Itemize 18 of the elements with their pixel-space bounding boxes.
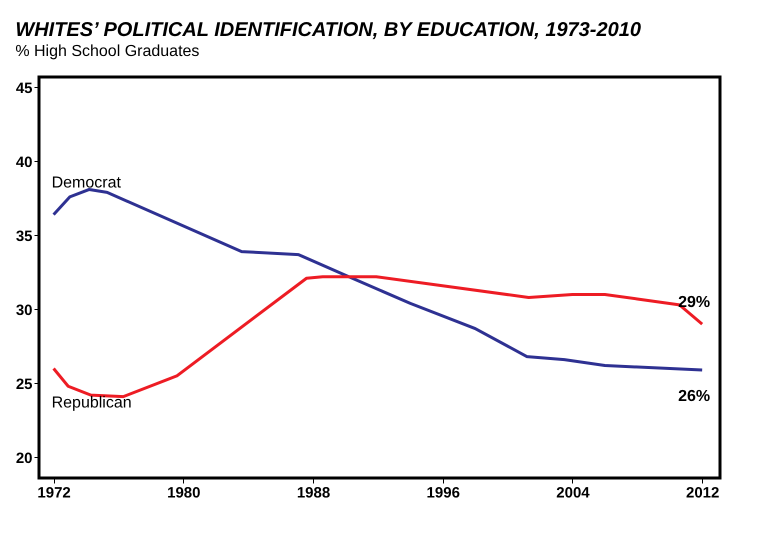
y-tick-label: 40: [16, 154, 32, 171]
y-tick-label: 45: [16, 80, 32, 97]
series-label: Democrat: [52, 174, 122, 192]
x-tick-label: 1972: [37, 484, 71, 502]
y-tick-label: 25: [16, 376, 32, 393]
x-tick-label: 2012: [686, 484, 720, 502]
chart-subtitle: % High School Graduates: [15, 43, 200, 60]
y-tick-label: 20: [16, 450, 32, 467]
annotation: 26%: [678, 388, 710, 405]
chart-title: WHITES’ POLITICAL IDENTIFICATION, BY EDUCATION, 1973-2010: [15, 19, 641, 41]
y-tick-label: 35: [16, 228, 32, 245]
x-tick-label: 2004: [556, 484, 590, 502]
y-tick-label: 30: [16, 302, 32, 319]
annotation: 29%: [678, 294, 710, 312]
x-tick-label: 1980: [167, 484, 200, 502]
x-tick-label: 1996: [426, 484, 460, 502]
series-label: Republican: [52, 394, 132, 412]
x-tick-label: 1988: [296, 484, 330, 502]
